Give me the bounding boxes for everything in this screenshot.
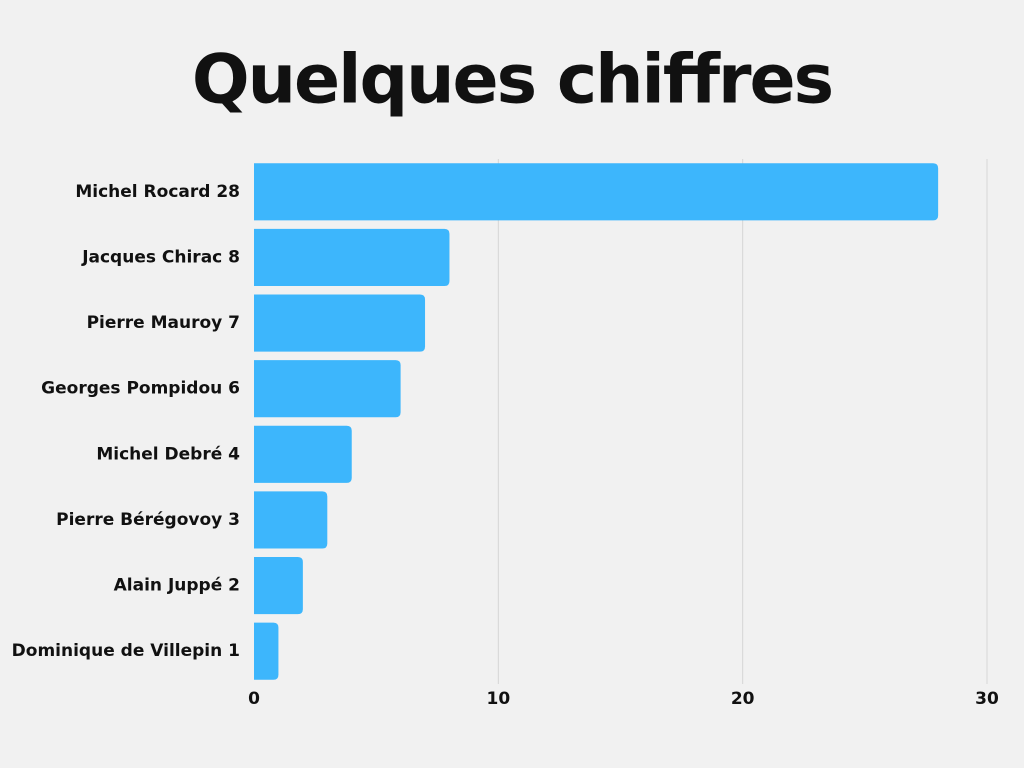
x-tick-label: 30 [975,689,999,709]
y-tick-label: Pierre Mauroy 7 [87,313,240,333]
y-tick-label: Dominique de Villepin 1 [12,641,240,661]
chart-title: Quelques chiffres [192,41,832,120]
y-tick-label: Georges Pompidou 6 [41,379,240,399]
bar [254,557,303,615]
y-tick-label: Michel Rocard 28 [75,182,240,202]
x-tick-label: 10 [486,689,510,709]
x-tick-label: 20 [731,689,755,709]
bar [254,360,401,418]
y-tick-label: Jacques Chirac 8 [81,247,240,267]
bar [254,491,328,549]
bar [254,622,279,680]
x-tick-label: 0 [248,689,260,709]
bar [254,294,426,352]
bar [254,425,352,483]
bar [254,228,450,286]
y-tick-label: Pierre Bérégovoy 3 [56,510,240,530]
bar [254,163,939,221]
y-tick-label: Alain Juppé 2 [114,576,240,596]
y-tick-label: Michel Debré 4 [96,444,240,464]
